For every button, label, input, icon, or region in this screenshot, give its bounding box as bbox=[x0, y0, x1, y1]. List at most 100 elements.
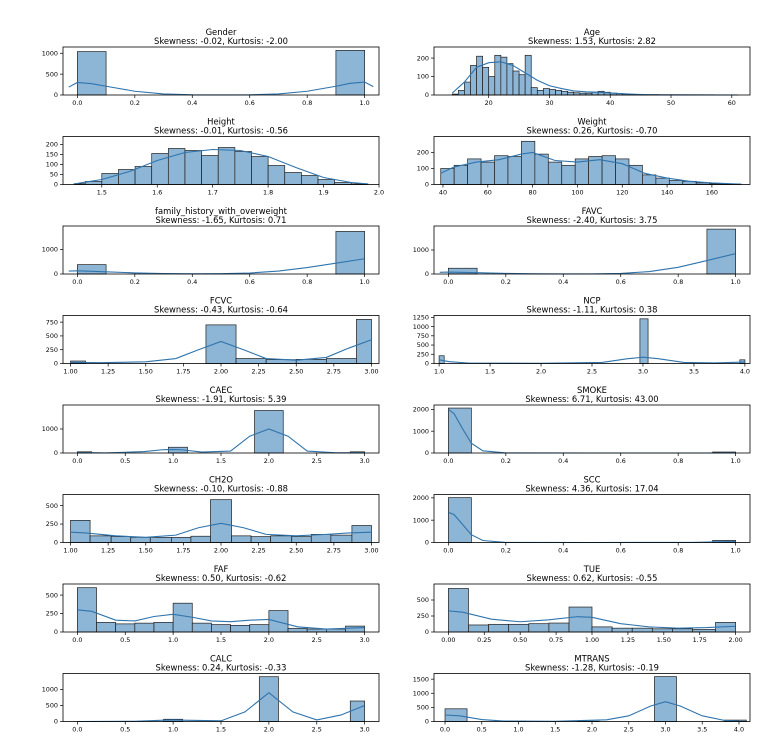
x-tick-label: 2.0 bbox=[264, 726, 274, 734]
histogram-bar bbox=[519, 75, 525, 95]
y-tick-label: 1000 bbox=[42, 425, 58, 433]
x-tick-label: 3.0 bbox=[660, 726, 670, 734]
histogram-bar bbox=[97, 622, 116, 632]
histogram-bar bbox=[549, 623, 569, 632]
y-tick-label: 0 bbox=[54, 181, 58, 189]
histogram-bar bbox=[235, 152, 252, 185]
x-tick-label: 0.8 bbox=[673, 547, 683, 555]
x-tick-label: 0.0 bbox=[72, 278, 82, 286]
x-tick-label: 4.0 bbox=[734, 726, 744, 734]
histogram-bar bbox=[669, 181, 682, 185]
histogram-bar bbox=[191, 536, 211, 542]
histogram-bar bbox=[537, 90, 543, 95]
x-tick-label: 1.0 bbox=[513, 726, 523, 734]
histogram-bar bbox=[672, 629, 692, 632]
x-tick-label: 0.00 bbox=[441, 636, 455, 644]
subplot-stats-family-history-with-overweight: Skewness: -1.65, Kurtosis: 0.71 bbox=[156, 215, 287, 225]
histogram-bar bbox=[470, 65, 476, 95]
histogram-bar bbox=[135, 623, 154, 632]
histogram-bar bbox=[336, 50, 365, 95]
histogram-bar bbox=[185, 151, 202, 185]
y-tick-label: 250 bbox=[46, 346, 58, 354]
histogram-bar bbox=[612, 628, 632, 632]
histogram-bar bbox=[543, 89, 549, 95]
histogram-bar bbox=[507, 64, 513, 95]
x-tick-label: 1.5 bbox=[216, 636, 226, 644]
histogram-bar bbox=[441, 169, 454, 185]
histogram-bar bbox=[458, 90, 464, 95]
subplot-stats-fcvc: Skewness: -0.43, Kurtosis: -0.64 bbox=[154, 305, 288, 315]
x-tick-label: 3.00 bbox=[364, 547, 378, 555]
subplot-frame-mtrans bbox=[434, 674, 750, 722]
x-tick-label: 1.9 bbox=[318, 189, 328, 197]
subplot-stats-weight: Skewness: 0.26, Kurtosis: -0.70 bbox=[527, 126, 658, 136]
y-tick-label: 250 bbox=[46, 520, 58, 528]
histogram-bar bbox=[509, 624, 529, 632]
x-tick-label: 2.00 bbox=[729, 636, 743, 644]
x-tick-label: 0.4 bbox=[558, 457, 568, 465]
x-tick-label: 0.6 bbox=[616, 457, 626, 465]
histogram-bar bbox=[90, 536, 111, 543]
subplot-frame-smoke bbox=[434, 405, 750, 453]
histogram-bar bbox=[271, 536, 292, 543]
y-tick-label: 200 bbox=[46, 141, 58, 149]
x-tick-label: 2.25 bbox=[252, 547, 266, 555]
y-tick-label: 500 bbox=[46, 702, 58, 710]
histogram-bar bbox=[562, 91, 568, 95]
kde-line-family-history-with-overweight bbox=[69, 259, 365, 274]
x-tick-label: 0.8 bbox=[673, 457, 683, 465]
x-tick-label: 1.00 bbox=[63, 368, 77, 376]
x-tick-label: 0.0 bbox=[443, 457, 453, 465]
subplot-frame-scc bbox=[434, 495, 750, 543]
histogram-bar bbox=[654, 677, 676, 722]
x-tick-label: 1.0 bbox=[731, 547, 741, 555]
x-tick-label: 0.2 bbox=[130, 278, 140, 286]
y-tick-label: 500 bbox=[46, 332, 58, 340]
x-tick-label: 1.6 bbox=[152, 189, 162, 197]
x-tick-label: 2.5 bbox=[312, 726, 322, 734]
x-tick-label: 2.75 bbox=[327, 547, 341, 555]
histogram-bar bbox=[202, 156, 219, 185]
histogram-bar bbox=[255, 411, 284, 453]
x-tick-label: 3.5 bbox=[689, 368, 699, 376]
histogram-bar bbox=[259, 677, 278, 722]
histogram-bar bbox=[77, 265, 106, 274]
kde-line-mtrans bbox=[445, 702, 739, 722]
x-tick-label: 3.5 bbox=[697, 726, 707, 734]
subplot-stats-ch2o: Skewness: -0.10, Kurtosis: -0.88 bbox=[154, 484, 288, 494]
x-tick-label: 1.25 bbox=[101, 547, 115, 555]
x-tick-label: 0.6 bbox=[245, 278, 255, 286]
x-tick-label: 1.0 bbox=[168, 636, 178, 644]
subplot-frame-calc bbox=[63, 674, 379, 722]
x-tick-label: 0.5 bbox=[120, 457, 130, 465]
histogram-bar bbox=[336, 231, 365, 274]
x-tick-label: 0.0 bbox=[72, 99, 82, 107]
y-tick-label: 2000 bbox=[413, 406, 429, 414]
x-tick-label: 0.5 bbox=[120, 726, 130, 734]
x-tick-label: 1.50 bbox=[139, 547, 153, 555]
subplot-stats-ncp: Skewness: -1.11, Kurtosis: 0.38 bbox=[527, 305, 658, 315]
x-tick-label: 1.0 bbox=[360, 99, 370, 107]
x-tick-label: 3.0 bbox=[360, 457, 370, 465]
histogram-bar bbox=[236, 359, 266, 364]
histogram-bar bbox=[629, 165, 642, 184]
subplot-frame-ncp bbox=[434, 316, 750, 364]
histogram-bar bbox=[531, 88, 537, 95]
x-tick-label: 2.00 bbox=[214, 547, 228, 555]
y-tick-label: 1000 bbox=[42, 49, 58, 57]
x-tick-label: 60 bbox=[484, 189, 492, 197]
histogram-bar bbox=[448, 588, 468, 632]
x-tick-label: 0.8 bbox=[302, 99, 312, 107]
y-tick-label: 1000 bbox=[413, 246, 429, 254]
y-tick-label: 1000 bbox=[413, 516, 429, 524]
x-tick-label: 140 bbox=[661, 189, 673, 197]
subplot-frame-caec bbox=[63, 405, 379, 453]
x-tick-label: 2.25 bbox=[252, 368, 266, 376]
y-tick-label: 2000 bbox=[413, 494, 429, 502]
kde-line-favc bbox=[440, 254, 736, 274]
x-tick-label: 3.0 bbox=[360, 726, 370, 734]
x-tick-label: 1.25 bbox=[621, 636, 635, 644]
histogram-bar bbox=[326, 359, 356, 364]
